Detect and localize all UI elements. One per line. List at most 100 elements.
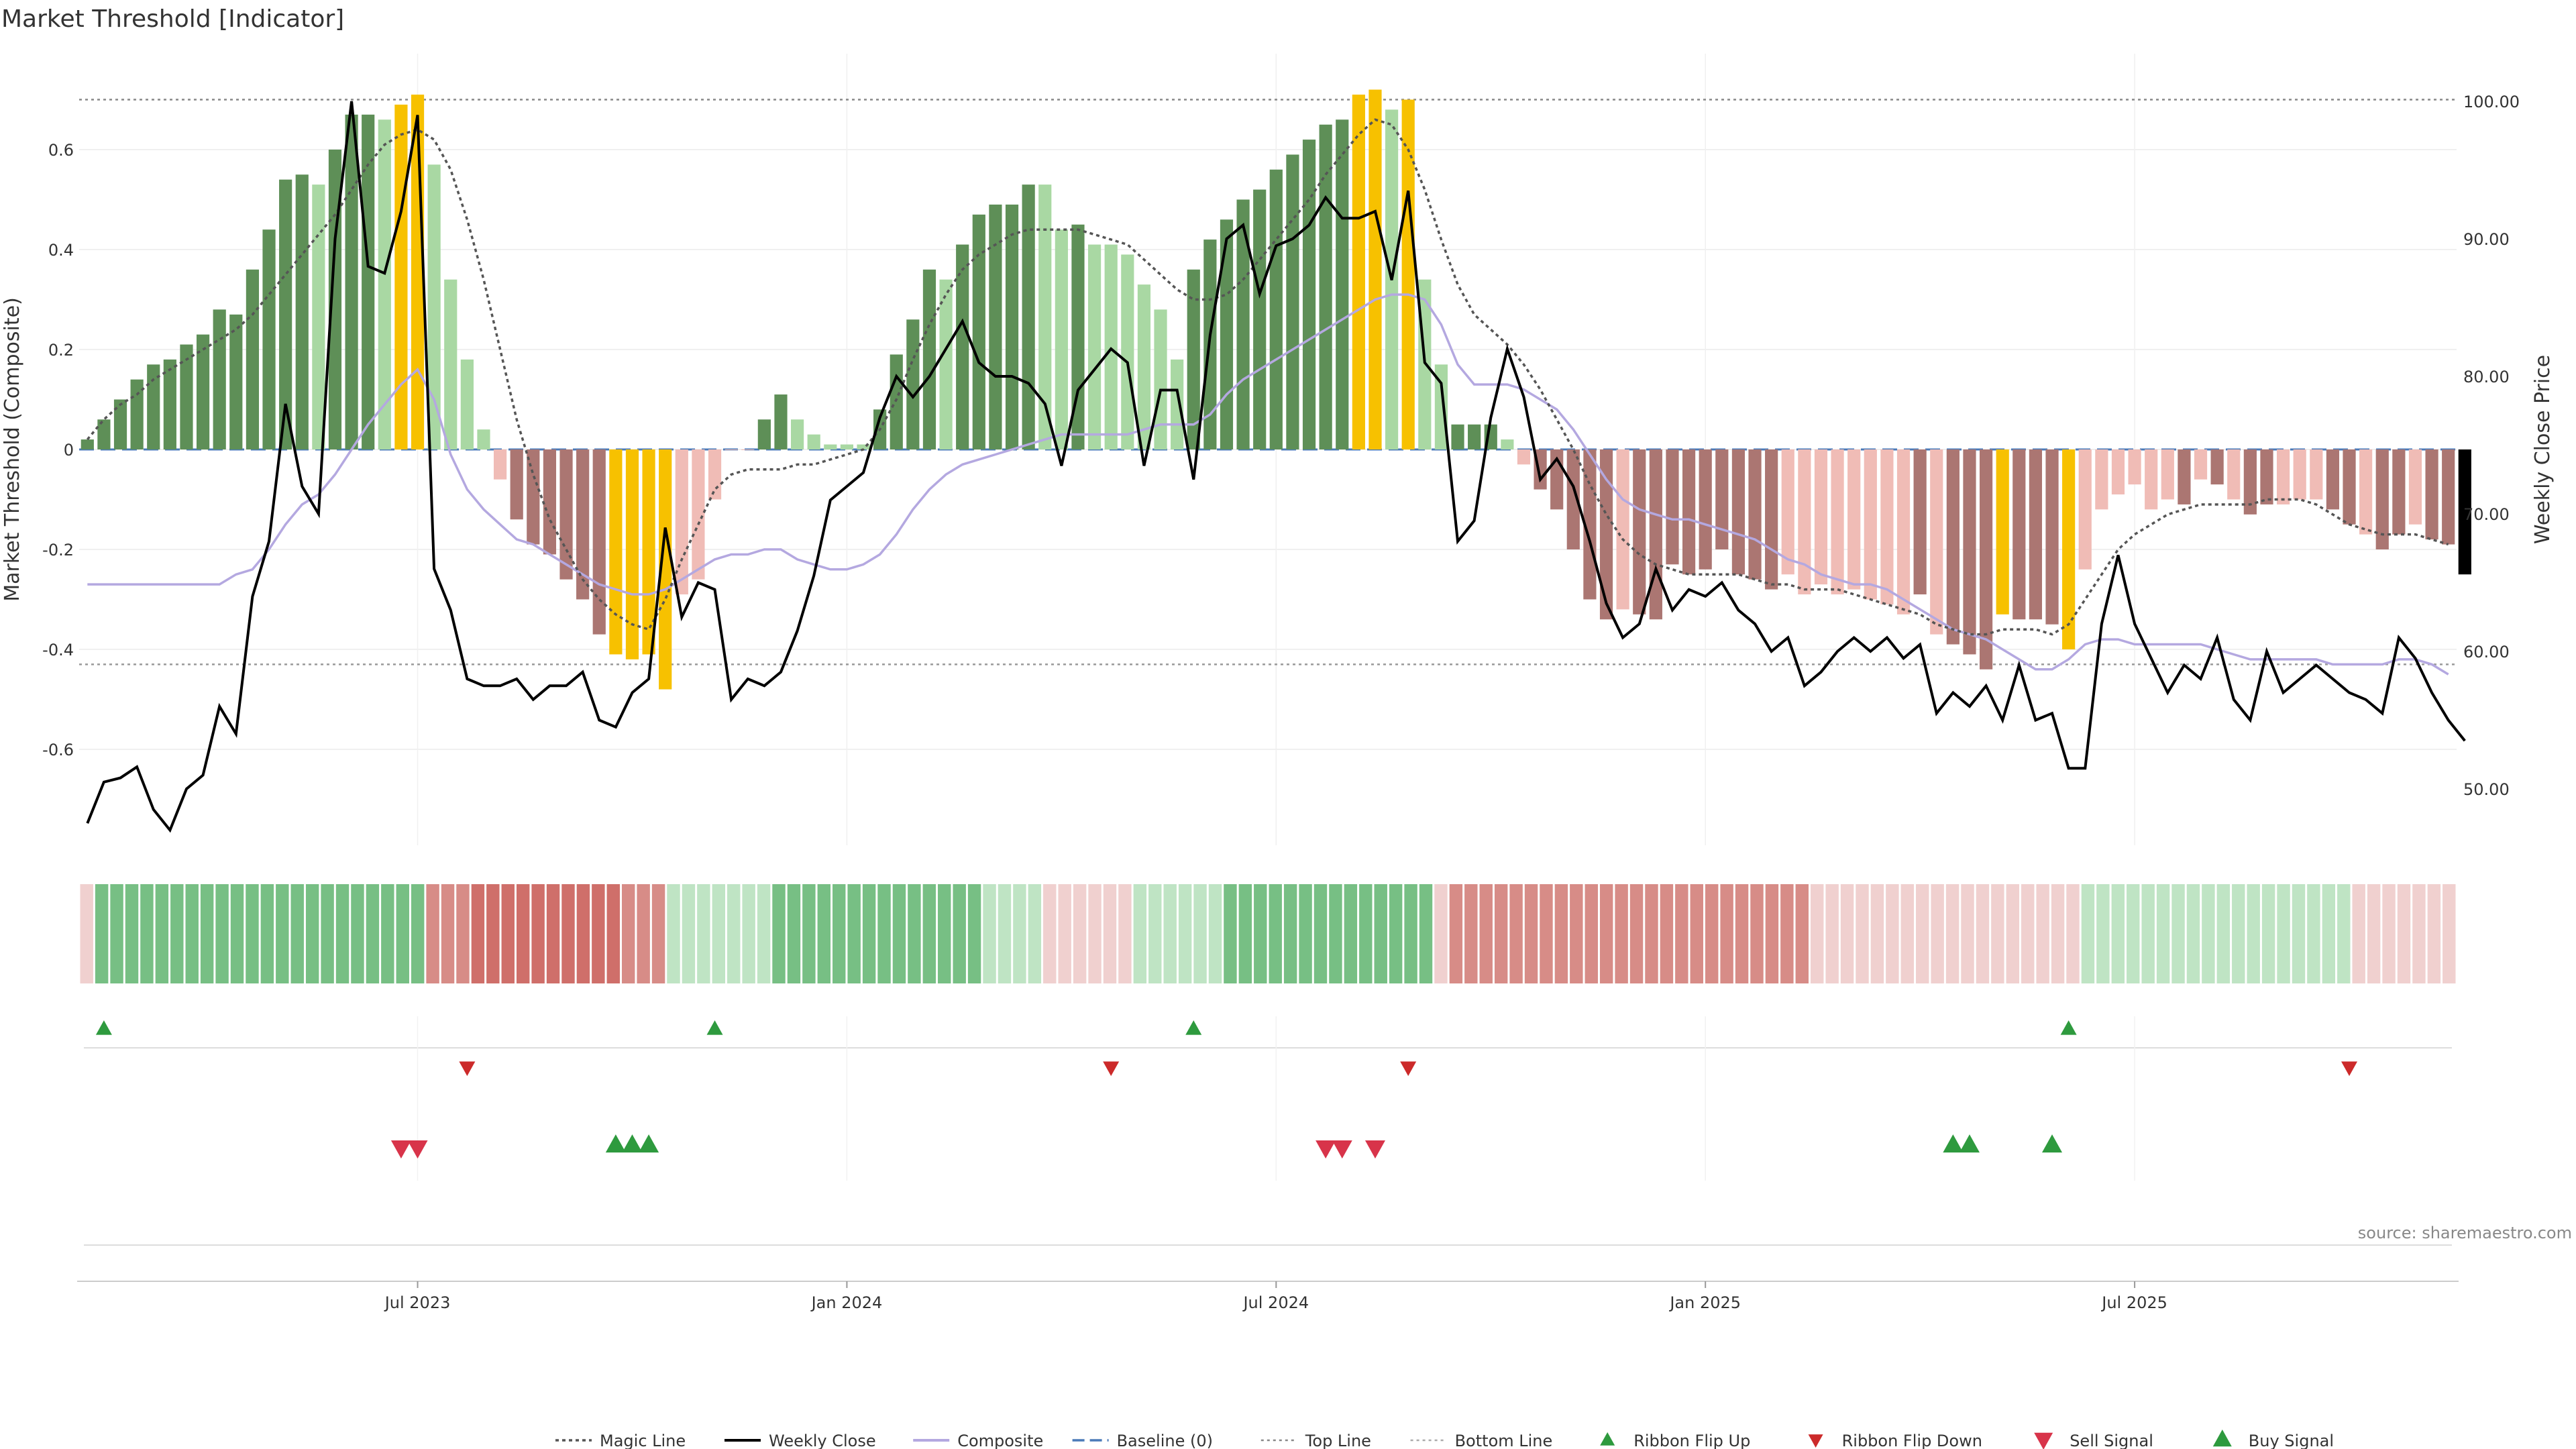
composite-bar [790,419,804,449]
composite-bar [1517,449,1531,465]
ribbon-cell [2443,884,2456,983]
composite-bar [444,279,458,449]
right-tick-label: 80.00 [2463,368,2510,386]
buy-signal-marker [605,1134,626,1152]
composite-bar [2145,449,2158,510]
ribbon-cell [1133,884,1147,983]
ribbon-cell [80,884,93,983]
composite-bar [362,114,375,449]
composite-bar [2210,449,2224,485]
legend-item: Weekly Close [724,1432,876,1449]
composite-bar [1748,449,1762,580]
ribbon-cell [1404,884,1417,983]
ribbon-cell [1825,884,1839,983]
ribbon-cell [1675,884,1688,983]
composite-bar [2178,449,2191,504]
composite-bar [642,449,655,655]
ribbon-cell [1359,884,1373,983]
right-tick-label: 90.00 [2463,230,2510,249]
ribbon-cell [546,884,560,983]
legend-swatch-sell [2034,1432,2053,1449]
composite-bar [741,449,755,450]
ribbon-cell [742,884,755,983]
ribbon-cell [1735,884,1749,983]
composite-bar [2095,449,2108,510]
ribbon-cell [606,884,620,983]
legend-label: Buy Signal [2249,1432,2334,1449]
composite-bar [312,184,325,449]
composite-bar [2408,449,2422,525]
ribbon-cell [772,884,786,983]
composite-bar [989,204,1002,449]
composite-bar [1236,199,1250,449]
composite-bar [2128,449,2141,485]
composite-bar [1071,224,1085,449]
ribbon-cell [2006,884,2020,983]
composite-bar [757,419,771,449]
legend-label: Baseline (0) [1117,1432,1213,1449]
ribbon-cell [1810,884,1824,983]
ribbon-cell [2352,884,2365,983]
composite-bar [2359,449,2373,535]
ribbon-cell [1961,884,1974,983]
ribbon-cell [1058,884,1071,983]
composite-bar [2045,449,2059,625]
ribbon-cell [2397,884,2411,983]
ribbon-cell [1886,884,1899,983]
ribbon-cell [1645,884,1658,983]
ribbon-cell [1599,884,1613,983]
composite-bar [2442,449,2455,545]
ribbon-cell [1494,884,1508,983]
ribbon-cell [817,884,831,983]
composite-bar [1253,189,1267,449]
composite-bar [2161,449,2174,500]
ribbon-cell [155,884,169,983]
ribbon-cell [1344,884,1358,983]
chart-title: Market Threshold [Indicator] [1,5,344,33]
composite-bar [807,434,820,449]
composite-bar [1831,449,1844,595]
ribbon-cell [321,884,334,983]
ribbon-cell [651,884,665,983]
left-tick-label: 0.6 [48,141,74,160]
ribbon-strip [80,884,2456,983]
ribbon-cell [2427,884,2441,983]
composite-bar [543,449,557,555]
ribbon-cell [2261,884,2275,983]
ribbon-cell [2156,884,2170,983]
ribbon-cell [2216,884,2231,983]
composite-bar [279,179,292,449]
buy-signal-marker [2042,1134,2063,1152]
ribbon-cell [1449,884,1463,983]
composite-bar [1087,244,1102,449]
ribbon-cell [1103,884,1117,983]
composite-bars [80,89,2471,690]
composite-bar [956,244,969,449]
ribbon-cell [1118,884,1132,983]
ribbon-cell [1856,884,1869,983]
sell-signal-marker [1364,1140,1385,1159]
right-tick-label: 100.00 [2463,93,2520,111]
ribbon-cell [892,884,906,983]
composite-bar [774,394,788,449]
ribbon-cell [95,884,109,983]
composite-bar [113,399,127,449]
ribbon-cell [1043,884,1057,983]
ribbon-cell [2066,884,2080,983]
ribbon-cell [1224,884,1237,983]
ribbon-flip-down-marker [459,1061,476,1076]
ribbon-cell [2127,884,2140,983]
composite-bar [625,449,639,659]
composite-bar [1798,449,1811,595]
ribbon-cell [2186,884,2200,983]
composite-bar [378,119,391,450]
ribbon-cell [1900,884,1915,983]
right-tick-label: 70.00 [2463,505,2510,524]
composite-bar [1368,89,1382,450]
ribbon-cell [486,884,500,983]
ribbon-cell [1178,884,1192,983]
right-axis-label: Weekly Close Price [2531,355,2555,544]
composite-bar [1171,359,1184,449]
ribbon-cell [501,884,515,983]
ribbon-cell [1509,884,1523,983]
